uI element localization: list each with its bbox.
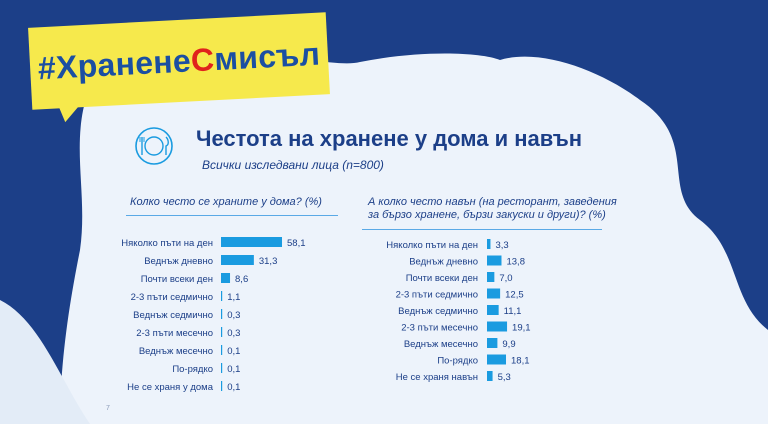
bar: [487, 272, 495, 282]
category-label: Не се храня у дома: [127, 382, 214, 393]
bar: [487, 239, 491, 249]
category-label: Няколко пъти на ден: [386, 240, 478, 251]
category-label: Почти всеки ден: [406, 273, 478, 284]
chart-1-title: Колко често се храните у дома? (%): [130, 196, 322, 208]
category-label: Не се храня навън: [396, 372, 478, 383]
bar: [221, 291, 223, 301]
data-label: 3,3: [495, 240, 508, 251]
category-label: Веднъж месечно: [404, 339, 478, 350]
category-label: Веднъж дневно: [144, 256, 213, 267]
category-label: 2-3 пъти седмично: [396, 290, 478, 301]
bar: [487, 321, 508, 332]
bar: [221, 237, 283, 247]
data-label: 18,1: [511, 356, 530, 367]
category-label: Почти всеки ден: [141, 274, 213, 285]
bar: [487, 305, 499, 315]
category-label: Веднъж седмично: [133, 310, 213, 321]
category-label: 2-3 пъти седмично: [131, 292, 213, 303]
category-label: Няколко пъти на ден: [121, 238, 213, 249]
data-label: 0,1: [227, 346, 240, 357]
page-subtitle: Всички изследвани лица (n=800): [202, 158, 384, 172]
data-label: 0,3: [227, 328, 240, 339]
bar: [221, 381, 223, 391]
category-label: 2-3 пъти месечно: [401, 323, 478, 334]
page-title: Честота на хранене у дома и навън: [196, 126, 583, 151]
data-label: 1,1: [227, 292, 240, 303]
data-label: 7,0: [499, 273, 512, 284]
category-label: 2-3 пъти месечно: [136, 328, 213, 339]
data-label: 0,3: [227, 310, 240, 321]
bar: [221, 309, 223, 319]
bar: [221, 345, 223, 355]
bottom-left-shade: [0, 300, 90, 424]
data-label: 8,6: [235, 274, 248, 285]
category-label: По-рядко: [437, 356, 478, 367]
data-label: 13,8: [506, 257, 525, 268]
plate-fork-knife-icon: [135, 127, 173, 165]
data-label: 31,3: [259, 256, 278, 267]
bar: [487, 354, 507, 365]
data-label: 0,1: [227, 364, 240, 375]
data-label: 58,1: [287, 238, 306, 249]
category-label: Веднъж месечно: [139, 346, 213, 357]
data-label: 12,5: [505, 290, 524, 301]
bar: [487, 255, 502, 266]
bar: [221, 363, 223, 373]
category-label: Веднъж дневно: [409, 257, 478, 268]
bar: [487, 288, 501, 299]
bar: [221, 273, 231, 283]
data-label: 11,1: [504, 306, 522, 317]
data-label: 0,1: [227, 382, 240, 393]
chart-2-title: А колко често навън (на ресторант, завед…: [368, 196, 617, 221]
category-label: По-рядко: [172, 364, 213, 375]
page-number: 7: [106, 405, 110, 412]
bar: [221, 327, 223, 337]
bar: [221, 255, 254, 265]
data-label: 5,3: [498, 372, 511, 383]
chart-2-title-underline: [362, 229, 602, 230]
bar: [487, 338, 498, 348]
category-label: Веднъж седмично: [398, 306, 478, 317]
bar: [487, 371, 493, 381]
light-cloud-shape: [60, 50, 768, 424]
data-label: 9,9: [502, 339, 515, 350]
data-label: 19,1: [512, 323, 531, 334]
chart-1-title-underline: [126, 215, 338, 216]
